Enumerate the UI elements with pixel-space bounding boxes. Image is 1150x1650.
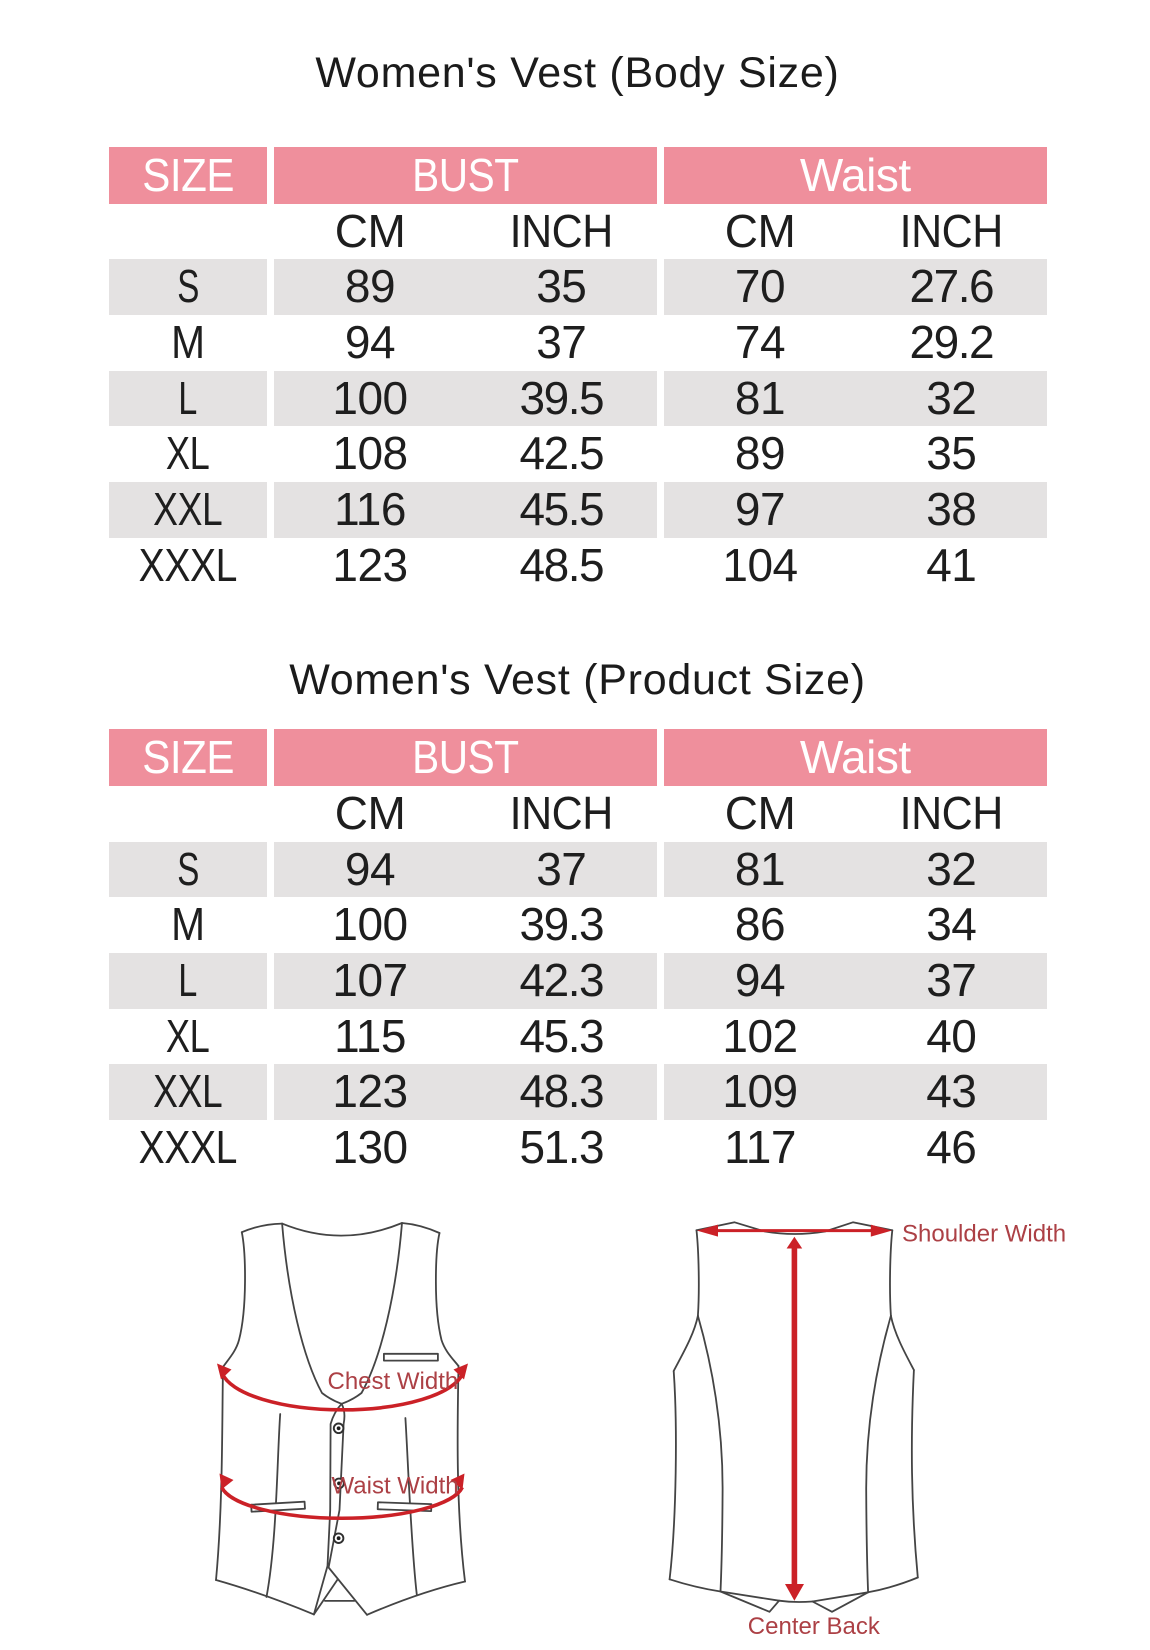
svg-text:Chest Width: Chest Width [328, 1368, 459, 1395]
svg-text:Waist Width: Waist Width [332, 1473, 459, 1500]
svg-text:Center Back: Center Back [748, 1613, 881, 1640]
svg-text:Shoulder Width: Shoulder Width [902, 1221, 1066, 1248]
